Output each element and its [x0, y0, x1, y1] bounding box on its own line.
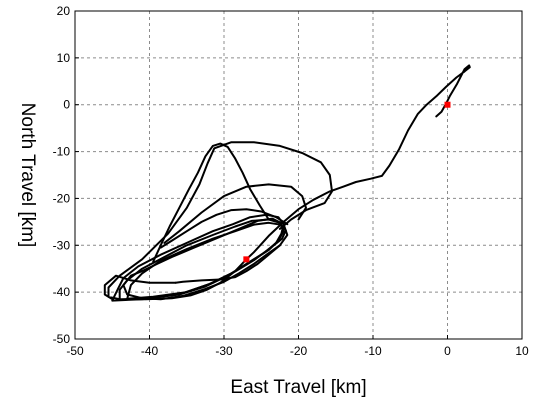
position-marker — [444, 101, 451, 108]
x-tick-label: -30 — [215, 344, 233, 358]
x-tick-label: -50 — [66, 344, 84, 358]
x-tick-label: 0 — [444, 344, 451, 358]
x-tick-label: -20 — [290, 344, 308, 358]
y-tick-label: -30 — [53, 238, 71, 252]
trajectory-path — [152, 142, 270, 263]
trajectory-path — [122, 217, 289, 301]
y-tick-label: -50 — [53, 332, 71, 346]
ticks: -50 -40 -30 -20 -10 0 10 -50 -40 -30 -20 -10 0 10 20 — [53, 4, 529, 358]
y-tick-label: 20 — [57, 4, 71, 18]
x-tick-label: -40 — [141, 344, 159, 358]
x-axis-label: East Travel [km] — [230, 377, 366, 398]
x-tick-label: 10 — [515, 344, 529, 358]
trajectory-path — [103, 274, 177, 301]
x-tick-label: -10 — [364, 344, 382, 358]
y-tick-label: -20 — [53, 191, 71, 205]
trajectory-path — [163, 183, 307, 244]
trajectory-path — [174, 244, 281, 284]
y-tick-label: 10 — [57, 51, 71, 65]
y-tick-label: -40 — [53, 285, 71, 299]
trajectory-path — [159, 208, 289, 249]
trajectory-path — [126, 221, 287, 300]
y-tick-label: -10 — [53, 145, 71, 159]
plot-area — [103, 64, 471, 302]
position-marker — [243, 256, 250, 263]
y-axis-label: North Travel [km] — [17, 103, 38, 248]
y-tick-label: 0 — [63, 98, 70, 112]
